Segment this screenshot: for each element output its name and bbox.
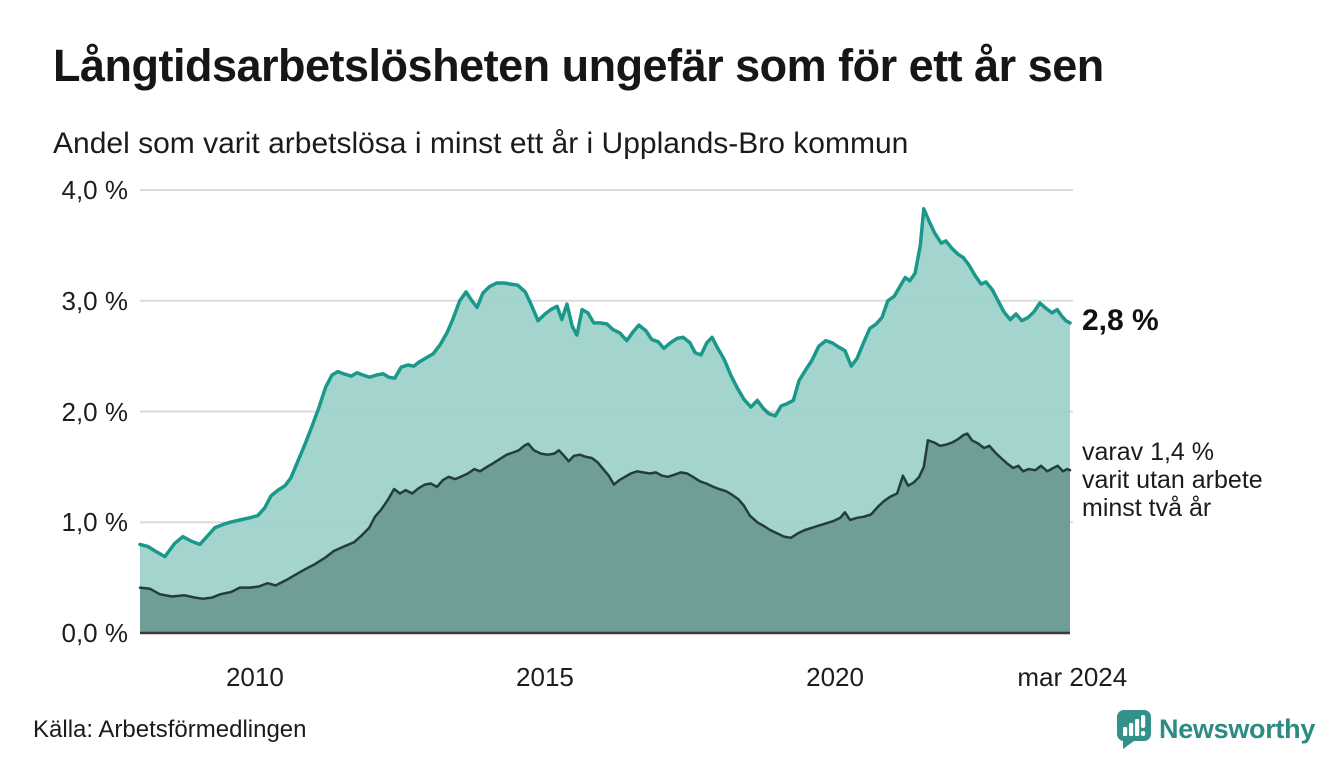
- annotation-line-3: minst två år: [1082, 494, 1212, 522]
- secondary-series-annotation: varav 1,4 % varit utan arbete minst två …: [1082, 438, 1263, 522]
- newsworthy-logo-icon: [1116, 710, 1151, 749]
- y-tick-label: 4,0 %: [61, 175, 129, 205]
- newsworthy-logo: Newsworthy: [1116, 709, 1315, 750]
- x-tick-label: mar 2024: [1017, 662, 1128, 692]
- x-tick-label: 2015: [516, 662, 574, 692]
- speech-bubble-shape: [1116, 710, 1151, 749]
- exclamation-stem: [1141, 715, 1146, 728]
- x-tick-label: 2020: [806, 662, 864, 692]
- bar-1: [1123, 727, 1128, 736]
- annotation-line-2: varit utan arbete: [1082, 466, 1263, 494]
- line-minst-ett-år: [138, 207, 1072, 559]
- x-tick-label: 2010: [225, 662, 284, 692]
- chart-subtitle: Andel som varit arbetslösa i minst ett å…: [53, 127, 909, 160]
- y-tick-label: 1,0 %: [61, 507, 129, 538]
- y-tick-label: 0,0 %: [61, 618, 129, 648]
- bar-2: [1129, 723, 1134, 736]
- area-fill-minst-två-år: [140, 433, 1070, 633]
- page-title: Långtidsarbetslösheten ungefär som för e…: [53, 40, 1104, 91]
- line-minst-två-år: [138, 432, 1072, 600]
- exclamation-dot: [1141, 731, 1146, 736]
- bar-3: [1135, 719, 1140, 736]
- y-tick-label: 2,0 %: [61, 396, 129, 427]
- newsworthy-wordmark: Newsworthy: [1159, 714, 1316, 744]
- annotation-line-1: varav 1,4 %: [1082, 438, 1215, 466]
- source-credit: Källa: Arbetsförmedlingen: [33, 716, 307, 743]
- latest-value-label: 2,8 %: [1082, 304, 1159, 337]
- y-tick-label: 3,0 %: [61, 285, 129, 316]
